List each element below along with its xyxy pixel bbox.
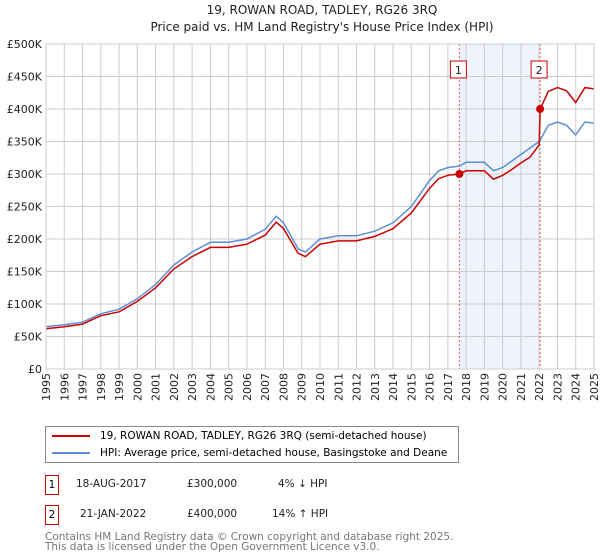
footer-line-2: This data is licensed under the Open Gov… — [45, 541, 380, 553]
chart: 19, ROWAN ROAD, TADLEY, RG26 3RQ Price p… — [7, 3, 600, 401]
legend-swatch-property — [52, 435, 90, 437]
sale-label-box — [449, 60, 467, 79]
x-tick-label: 2007 — [259, 373, 272, 401]
legend-swatch-hpi — [52, 452, 90, 454]
footer: Contains HM Land Registry data © Crown c… — [45, 531, 454, 553]
sale-point — [455, 170, 464, 178]
sale-price-1: £300,000 — [187, 478, 238, 490]
x-tick-label: 2021 — [515, 373, 528, 401]
x-tick-label: 2006 — [241, 373, 254, 401]
sale-point — [536, 105, 545, 113]
x-tick-label: 2017 — [442, 373, 455, 401]
x-tick-label: 1998 — [95, 373, 108, 401]
y-tick-label: £200K — [7, 233, 43, 246]
chart-title: 19, ROWAN ROAD, TADLEY, RG26 3RQ — [207, 3, 438, 17]
y-tick-label: £500K — [7, 38, 43, 51]
footer-line-1: Contains HM Land Registry data © Crown c… — [45, 531, 454, 543]
sale-label-box — [530, 60, 548, 79]
chart-subtitle: Price paid vs. HM Land Registry's House … — [150, 20, 493, 34]
y-tick-label: £250K — [7, 201, 43, 214]
x-tick-label: 2002 — [168, 373, 181, 401]
y-tick-label: £0 — [28, 363, 42, 376]
x-tick-label: 2024 — [570, 373, 583, 401]
sale-marker-1: 1 — [45, 475, 59, 495]
y-tick-label: £150K — [7, 266, 43, 279]
x-tick-label: 1996 — [58, 373, 71, 401]
plot-frame — [45, 43, 595, 370]
sale-label: 1 — [455, 64, 462, 77]
sale-date-2: 21-JAN-2022 — [80, 508, 147, 520]
y-tick-label: £100K — [7, 298, 43, 311]
x-tick-label: 2015 — [405, 373, 418, 401]
legend-label-property: 19, ROWAN ROAD, TADLEY, RG26 3RQ (semi-d… — [100, 430, 427, 442]
y-tick-label: £400K — [7, 103, 43, 116]
x-tick-label: 2014 — [387, 373, 400, 401]
x-tick-label: 2023 — [551, 373, 564, 401]
x-tick-label: 2012 — [351, 373, 364, 401]
sale-price-2: £400,000 — [187, 508, 238, 520]
sale-label: 2 — [536, 64, 543, 77]
y-tick-label: £50K — [14, 331, 43, 344]
x-tick-label: 2005 — [223, 373, 236, 401]
x-tick-label: 2020 — [497, 373, 510, 401]
x-tick-label: 2009 — [296, 373, 309, 401]
y-tick-label: £350K — [7, 136, 43, 149]
x-tick-label: 2025 — [588, 373, 600, 401]
x-tick-label: 2004 — [204, 373, 217, 401]
sale-date-1: 18-AUG-2017 — [76, 478, 147, 490]
property-line — [45, 86, 595, 330]
x-tick-label: 2016 — [424, 373, 437, 401]
x-tick-label: 2001 — [150, 373, 163, 401]
x-tick-label: 2019 — [478, 373, 491, 401]
sale-hpi-2: 14% ↑ HPI — [272, 508, 329, 520]
x-tick-label: 1997 — [77, 373, 90, 401]
x-tick-label: 2008 — [277, 373, 290, 401]
legend: 19, ROWAN ROAD, TADLEY, RG26 3RQ (semi-d… — [45, 426, 459, 463]
x-tick-label: 1995 — [40, 373, 53, 401]
x-tick-label: 2011 — [332, 373, 345, 401]
x-tick-label: 2010 — [314, 373, 327, 401]
x-tick-label: 1999 — [113, 373, 126, 401]
x-tick-label: 2000 — [131, 373, 144, 401]
x-tick-label: 2022 — [533, 373, 546, 401]
x-tick-label: 2003 — [186, 373, 199, 401]
sale-hpi-1: 4% ↓ HPI — [278, 478, 328, 490]
y-tick-label: £450K — [7, 71, 43, 84]
x-tick-label: 2013 — [369, 373, 382, 401]
legend-label-hpi: HPI: Average price, semi-detached house,… — [100, 447, 448, 459]
x-tick-label: 2018 — [460, 373, 473, 401]
y-tick-label: £300K — [7, 168, 43, 181]
sale-marker-2: 2 — [45, 505, 59, 525]
